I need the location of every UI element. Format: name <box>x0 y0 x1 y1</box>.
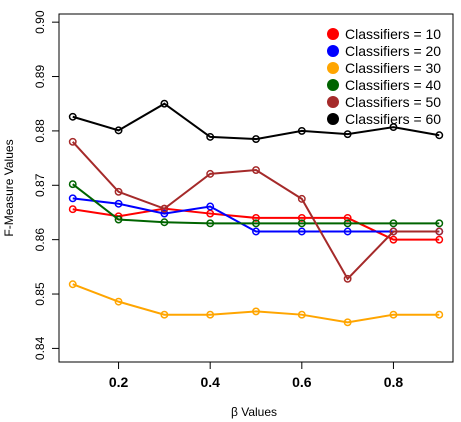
data-point <box>435 227 444 236</box>
data-point <box>114 187 123 196</box>
y-tick-label: 0.88 <box>33 119 47 143</box>
series-3 <box>68 280 444 327</box>
legend-marker <box>327 45 339 57</box>
data-point <box>252 307 260 316</box>
data-point <box>114 297 123 306</box>
data-point <box>68 137 77 146</box>
series-layer <box>68 99 444 327</box>
data-point <box>389 227 398 236</box>
legend-label: Classifiers = 60 <box>345 111 441 127</box>
data-point <box>389 235 398 244</box>
data-point <box>389 123 398 132</box>
data-point <box>252 166 260 175</box>
data-point <box>343 219 352 228</box>
series-6 <box>68 99 444 144</box>
data-point <box>389 310 398 319</box>
legend-marker <box>327 62 339 74</box>
legend-label: Classifiers = 10 <box>345 26 441 42</box>
data-point <box>252 213 260 222</box>
data-point <box>343 318 352 327</box>
data-point <box>160 310 169 319</box>
data-point <box>68 280 77 289</box>
series-line <box>72 197 440 233</box>
series-line <box>72 102 440 141</box>
data-point <box>160 209 169 218</box>
data-point <box>252 135 260 144</box>
series-line <box>72 183 440 225</box>
data-point <box>206 219 215 228</box>
legend-item: Classifiers = 50 <box>327 94 441 110</box>
axes-layer: 0.2 0.4 0.6 0.8 0.84 0.85 0.86 0.87 0.88 0.89 0.90 <box>33 10 454 390</box>
series-4 <box>68 180 444 228</box>
legend-item: Classifiers = 60 <box>327 111 441 127</box>
y-tick-label: 0.90 <box>33 10 47 34</box>
data-point <box>252 219 260 228</box>
x-tick-label: 0.4 <box>200 374 220 390</box>
y-tick-label: 0.85 <box>33 282 47 306</box>
data-point <box>297 213 306 222</box>
data-point <box>297 310 306 319</box>
x-tick-label: 0.6 <box>292 374 312 390</box>
plot-frame <box>58 13 454 363</box>
x-axis-title: β Values <box>231 405 277 419</box>
legend-item: Classifiers = 20 <box>327 43 441 59</box>
data-point <box>68 205 77 214</box>
data-point <box>206 169 215 178</box>
y-tick-label: 0.84 <box>33 336 47 360</box>
data-point <box>343 130 352 139</box>
data-point <box>68 180 77 189</box>
y-tick-label: 0.89 <box>33 65 47 89</box>
data-point <box>343 274 352 283</box>
legend-item: Classifiers = 30 <box>327 60 441 76</box>
data-point <box>114 199 123 208</box>
legend-label: Classifiers = 20 <box>345 43 441 59</box>
x-tick-label: 0.2 <box>109 374 129 390</box>
legend-marker <box>327 113 339 125</box>
data-point <box>343 213 352 222</box>
data-point <box>435 310 444 319</box>
data-point <box>206 132 215 141</box>
data-point <box>297 219 306 228</box>
data-point <box>297 126 306 135</box>
y-axis-title: F-Measure Values <box>2 139 16 236</box>
data-point <box>297 227 306 236</box>
data-point <box>160 99 169 108</box>
legend-marker <box>327 96 339 108</box>
legend-item: Classifiers = 40 <box>327 77 441 93</box>
data-point <box>297 194 306 203</box>
data-point <box>435 235 444 244</box>
y-tick-label: 0.87 <box>33 173 47 197</box>
data-point <box>435 131 444 140</box>
data-point <box>160 218 169 227</box>
series-5 <box>68 137 444 283</box>
data-point <box>206 202 215 211</box>
data-point <box>252 227 260 236</box>
legend-marker <box>327 28 339 40</box>
legend-marker <box>327 79 339 91</box>
data-point <box>206 310 215 319</box>
legend-label: Classifiers = 50 <box>345 94 441 110</box>
legend-item: Classifiers = 10 <box>327 26 441 42</box>
series-line <box>72 283 440 324</box>
x-tick-label: 0.8 <box>384 374 404 390</box>
data-point <box>343 227 352 236</box>
data-point <box>160 204 169 213</box>
data-point <box>68 112 77 121</box>
data-point <box>114 126 123 135</box>
legend-label: Classifiers = 30 <box>345 60 441 76</box>
data-point <box>389 219 398 228</box>
series-line <box>72 141 440 281</box>
data-point <box>435 219 444 228</box>
legend-label: Classifiers = 40 <box>345 77 441 93</box>
y-tick-label: 0.86 <box>33 228 47 252</box>
data-point <box>68 194 77 203</box>
data-point <box>114 215 123 224</box>
